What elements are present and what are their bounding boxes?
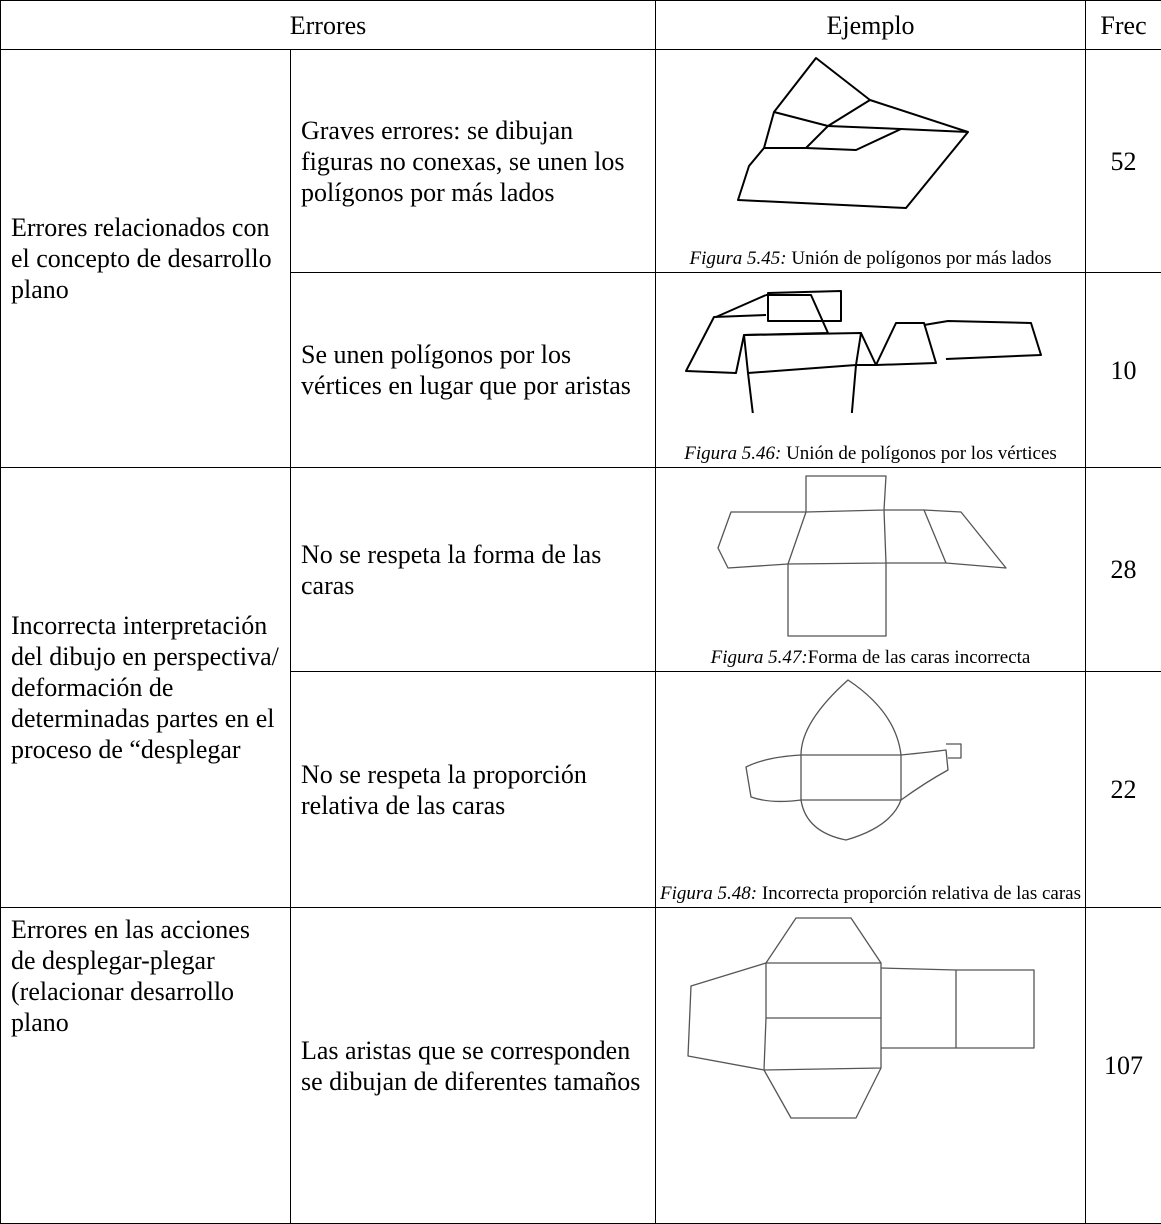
frequency: 28 xyxy=(1086,468,1161,672)
caption: Figura 5.45: Unión de polígonos por más … xyxy=(656,247,1085,270)
group-label: Errores relacionados con el concepto de … xyxy=(1,50,291,468)
caption: Figura 5.48: Incorrecta proporción relat… xyxy=(656,882,1085,905)
frequency: 52 xyxy=(1086,50,1161,273)
row: Incorrecta interpretación del dibujo en … xyxy=(1,468,1161,672)
sketch xyxy=(656,672,1086,847)
example: Figura 5.46: Unión de polígonos por los … xyxy=(656,273,1086,468)
group-label: Errores en las acciones de desplegar-ple… xyxy=(1,908,291,1224)
example: Figura 5.48: Incorrecta proporción relat… xyxy=(656,672,1086,908)
figure-label: Figura 5.45: xyxy=(689,248,786,269)
sketch xyxy=(656,908,1086,1223)
figure-label: Figura 5.46: xyxy=(684,443,781,464)
description: No se respeta la proporción relativa de … xyxy=(291,672,656,908)
example: Figura 5.47:Forma de las caras incorrect… xyxy=(656,468,1086,672)
caption: Figura 5.46: Unión de polígonos por los … xyxy=(656,442,1085,465)
header-cell: Frec xyxy=(1086,1,1161,50)
description: Las aristas que se corresponden se dibuj… xyxy=(291,908,656,1224)
description: No se respeta la forma de las caras xyxy=(291,468,656,672)
caption-text: Forma de las caras incorrecta xyxy=(808,647,1031,668)
header-cell: Ejemplo xyxy=(656,1,1086,50)
header-cell: Errores xyxy=(1,1,656,50)
row: Errores en las acciones de desplegar-ple… xyxy=(1,908,1161,1224)
figure-label: Figura 5.47: xyxy=(711,647,808,668)
caption: Figura 5.47:Forma de las caras incorrect… xyxy=(656,646,1085,669)
frequency: 22 xyxy=(1086,672,1161,908)
header-row: Errores Ejemplo Frec xyxy=(1,1,1161,50)
sketch xyxy=(656,50,1086,220)
sketch xyxy=(656,273,1086,413)
caption-text: Unión de polígonos por los vértices xyxy=(781,443,1056,464)
frequency: 10 xyxy=(1086,273,1161,468)
group-label: Incorrecta interpretación del dibujo en … xyxy=(1,468,291,908)
figure-label: Figura 5.48: xyxy=(660,883,757,904)
caption-text: Unión de polígonos por más lados xyxy=(787,248,1052,269)
caption-text: Incorrecta proporción relativa de las ca… xyxy=(757,883,1081,904)
row: Errores relacionados con el concepto de … xyxy=(1,50,1161,273)
example xyxy=(656,908,1086,1224)
frequency: 107 xyxy=(1086,908,1161,1224)
description: Graves errores: se dibujan figuras no co… xyxy=(291,50,656,273)
sketch xyxy=(656,468,1086,643)
description: Se unen polígonos por los vértices en lu… xyxy=(291,273,656,468)
example: Figura 5.45: Unión de polígonos por más … xyxy=(656,50,1086,273)
